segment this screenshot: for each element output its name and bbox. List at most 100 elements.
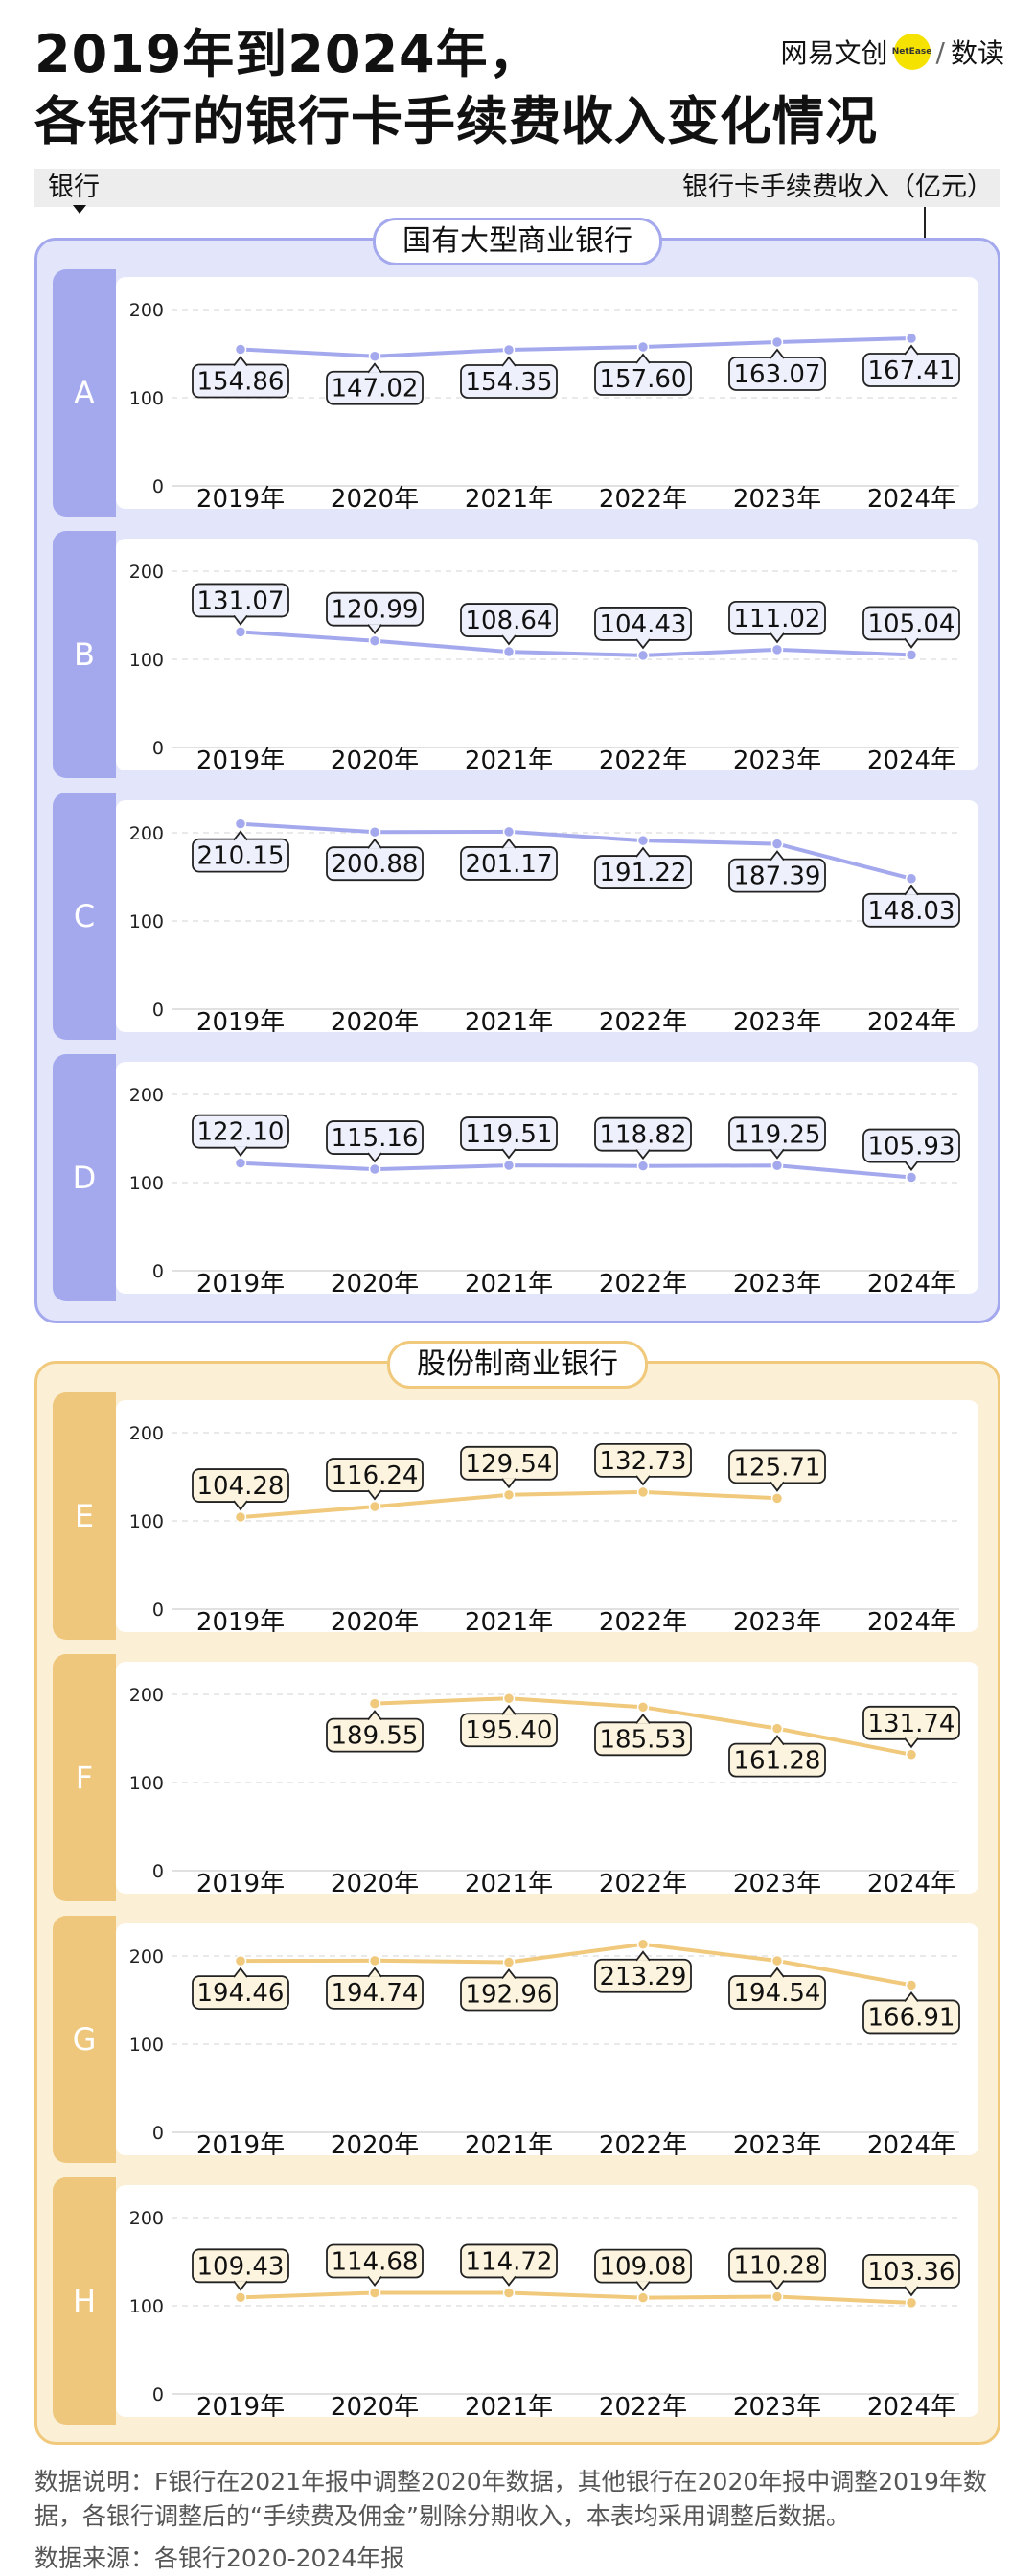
data-label: 108.64 [460,603,558,646]
data-label: 109.43 [192,2248,289,2291]
data-label: 154.86 [192,356,289,399]
x-tick-label: 2022年 [599,1270,687,1294]
y-tick-label: 200 [129,1423,164,1444]
x-tick-label: 2019年 [196,485,285,509]
data-label: 120.99 [326,591,424,635]
bank-letter: F [53,1654,116,1901]
data-point [770,2290,784,2303]
data-label-text: 109.08 [600,2253,687,2282]
y-tick-label: 100 [129,911,164,932]
bank-panel-g: G 0 100 200 2019年 2020年 2021年 2022年 2023年 2024年 19… [53,1916,986,2163]
column-header-value: 银行卡手续费收入（亿元） [682,172,993,202]
data-point [368,634,381,647]
group-label: 国有大型商业银行 [373,218,662,265]
x-tick-label: 2022年 [599,2393,687,2417]
data-point [770,335,784,349]
bank-letter: C [53,793,116,1040]
chart-plot-area: 0 100 200 2019年 2020年 2021年 2022年 2023年 2024年 131… [116,539,978,770]
x-tick-label: 2022年 [599,1870,687,1894]
y-tick-label: 100 [129,1173,164,1194]
line-chart: 0 100 200 2019年 2020年 2021年 2022年 2023年 2024年 109… [129,2208,960,2417]
line-chart: 0 100 200 2019年 2020年 2021年 2022年 2023年 2024年 210… [129,817,960,1032]
x-tick-label: 2024年 [867,1008,955,1032]
x-tick-label: 2021年 [465,1608,553,1632]
data-label-text: 187.39 [734,862,821,891]
series-line [239,336,913,358]
data-label-text: 129.54 [466,1450,553,1479]
data-point [502,645,516,658]
x-tick-label: 2022年 [599,1008,687,1032]
data-label: 114.68 [326,2243,424,2287]
y-tick-label: 200 [129,823,164,844]
data-label-text: 111.02 [734,605,821,633]
bank-letter: A [53,269,116,517]
x-tick-label: 2024年 [867,747,955,770]
data-label-text: 191.22 [600,859,687,887]
data-point [636,1701,650,1714]
data-label: 104.28 [192,1468,289,1511]
data-label: 210.15 [192,830,289,873]
x-tick-label: 2020年 [331,2131,419,2155]
x-tick-label: 2023年 [733,747,821,770]
data-label-text: 166.91 [868,2003,955,2032]
data-note: 数据说明：F银行在2021年报中调整2020年数据，其他银行在2020年报中调整… [34,2468,987,2530]
data-label: 129.54 [460,1445,558,1489]
data-point [636,649,650,662]
data-label: 161.28 [728,1735,826,1778]
data-point [770,1954,784,1967]
y-tick-label: 0 [152,2123,164,2144]
data-point [368,1500,381,1513]
x-tick-label: 2020年 [331,1870,419,1894]
data-point [636,834,650,847]
line-chart: 0 100 200 2019年 2020年 2021年 2022年 2023年 2024年 122… [129,1085,960,1294]
data-point [502,1488,516,1502]
x-tick-label: 2021年 [465,1870,553,1894]
data-label-text: 115.16 [332,1124,419,1153]
data-point [368,2287,381,2299]
data-label-text: 114.72 [466,2247,553,2276]
bank-letter: B [53,531,116,778]
data-label-text: 148.03 [868,897,955,926]
y-tick-label: 100 [129,1773,164,1794]
data-label-text: 104.43 [600,610,687,639]
data-point [905,1171,918,1184]
data-point [905,649,918,661]
data-label-text: 110.28 [734,2252,821,2281]
data-label-text: 119.51 [466,1120,553,1149]
x-tick-label: 2023年 [733,1008,821,1032]
data-point [368,1162,381,1176]
series-line [239,630,913,657]
data-point [636,340,650,354]
x-tick-label: 2024年 [867,1608,955,1632]
data-label-text: 114.68 [332,2247,419,2276]
data-label: 187.39 [728,850,826,893]
y-tick-label: 0 [152,2384,164,2405]
y-tick-label: 200 [129,1685,164,1706]
x-tick-label: 2023年 [733,2131,821,2155]
data-label: 119.25 [728,1116,826,1160]
data-point [770,1160,784,1172]
data-label-text: 105.04 [868,610,955,638]
data-point [368,825,381,839]
y-tick-label: 0 [152,1599,164,1621]
x-tick-label: 2024年 [867,485,955,509]
data-label: 194.46 [192,1966,289,2010]
line-chart: 0 100 200 2019年 2020年 2021年 2022年 2023年 2024年 189… [129,1685,960,1894]
x-tick-label: 2024年 [867,2393,955,2417]
data-label: 105.93 [862,1128,960,1172]
x-tick-label: 2020年 [331,747,419,770]
series-line [239,821,913,881]
data-point [905,1979,918,1991]
data-point [636,1938,650,1951]
data-label-text: 194.74 [332,1979,419,2008]
y-tick-label: 200 [129,562,164,583]
data-label: 125.71 [728,1449,826,1492]
bank-letter: H [53,2177,116,2425]
data-label-text: 131.07 [197,586,285,615]
series-line [239,1161,913,1180]
data-label-text: 108.64 [466,607,553,635]
data-label-text: 200.88 [332,850,419,879]
data-label: 132.73 [594,1442,692,1486]
x-tick-label: 2024年 [867,1870,955,1894]
x-tick-label: 2019年 [196,1608,285,1632]
